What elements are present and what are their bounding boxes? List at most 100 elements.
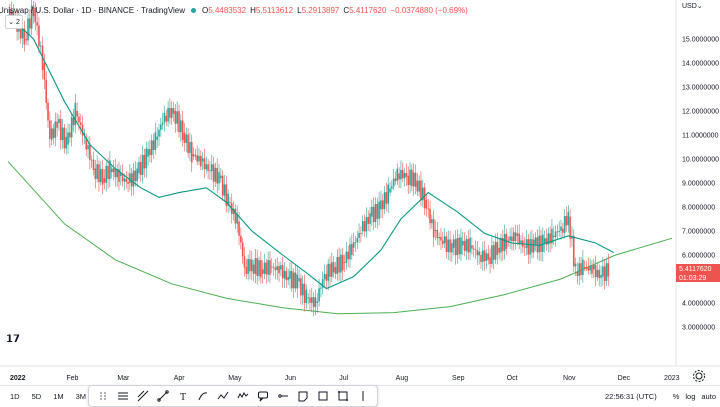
candle-body: [114, 168, 117, 178]
cursor-icon[interactable]: [355, 388, 371, 404]
candle-body: [511, 236, 513, 242]
candle-body: [59, 119, 62, 141]
candle-body: [254, 258, 257, 274]
indicator-count: 2: [15, 18, 20, 26]
candle-body: [85, 137, 88, 150]
candle-body: [452, 239, 455, 248]
candle-body: [540, 235, 542, 252]
tradingview-logo[interactable]: 𝟭𝟳: [6, 334, 20, 345]
candle-body: [309, 297, 311, 303]
rectangle-icon[interactable]: [315, 388, 331, 404]
candle-body: [43, 63, 46, 80]
candle-body: [311, 297, 313, 303]
note-icon[interactable]: [295, 388, 311, 404]
interval-3m[interactable]: 3M: [75, 391, 87, 401]
utc-clock[interactable]: 22:56:31 (UTC): [605, 391, 657, 401]
candle-body: [518, 233, 520, 245]
candle-body: [411, 169, 413, 187]
auto-toggle[interactable]: auto: [701, 391, 716, 401]
candle-body: [236, 214, 239, 224]
candle-body: [358, 232, 360, 238]
candle-body: [127, 181, 129, 184]
drawing-toolbar: T: [88, 385, 378, 407]
trend-line-icon[interactable]: [155, 388, 171, 404]
candle-body: [130, 173, 133, 187]
candle-body: [467, 239, 470, 253]
candle-body: [460, 237, 462, 255]
text-tool-icon[interactable]: T: [175, 388, 191, 404]
candle-body: [554, 231, 557, 237]
candle-body: [542, 234, 544, 252]
currency-selector[interactable]: USD⌄: [682, 2, 703, 10]
candle-body: [145, 148, 148, 169]
percent-toggle[interactable]: %: [672, 391, 680, 401]
candle-body: [260, 260, 262, 278]
horizontal-lines-icon[interactable]: [115, 388, 131, 404]
ma-line[interactable]: [7, 14, 615, 290]
candle-body: [336, 256, 339, 274]
pattern-icon[interactable]: [235, 388, 251, 404]
time-tick-label: May: [228, 375, 242, 382]
candle-body: [472, 248, 475, 250]
candle-body: [323, 273, 326, 280]
price-tick-label: 3.0000000: [682, 325, 715, 332]
price-axis: 15.0000000 14.0000000 13.0000000 12.0000000…: [682, 37, 719, 332]
interval-1d[interactable]: 1D: [10, 391, 20, 401]
candle-body: [74, 103, 77, 126]
candle-body: [116, 169, 118, 178]
pitchfork-icon[interactable]: [135, 388, 151, 404]
brush-icon[interactable]: [195, 388, 211, 404]
candle-body: [318, 288, 320, 302]
interval-5d[interactable]: 5D: [31, 391, 42, 401]
candle-body: [247, 259, 249, 274]
square-icon[interactable]: [335, 388, 351, 404]
candle-body: [132, 170, 135, 187]
candle-body: [438, 237, 440, 239]
candle-body: [281, 265, 284, 279]
candle-body: [558, 230, 561, 232]
arc-line[interactable]: [7, 161, 673, 315]
candle-body: [603, 266, 606, 282]
candle-body: [372, 206, 375, 223]
callout-icon[interactable]: [255, 388, 271, 404]
interval-1m[interactable]: 1M: [53, 391, 64, 401]
candle-body: [347, 251, 349, 260]
candle-body: [512, 232, 515, 242]
candle-body: [420, 180, 422, 201]
candle-body: [414, 172, 417, 187]
low-value: 5.2913897: [301, 5, 340, 15]
price-tick-label: 8.0000000: [682, 205, 715, 212]
candle-body: [474, 249, 477, 251]
candle-body: [280, 265, 282, 270]
curve-drawing: [7, 161, 673, 315]
candle-body: [549, 233, 551, 244]
candle-body: [63, 127, 66, 149]
candle-body: [356, 237, 359, 243]
candle-body: [341, 254, 344, 271]
legend-collapse-button[interactable]: ⌄ 2: [5, 15, 23, 29]
candle-body: [258, 260, 260, 276]
horizontal-ray-icon[interactable]: [275, 388, 291, 404]
candle-body: [250, 259, 253, 272]
price-tick-label: 12.0000000: [682, 109, 719, 116]
candle-body: [181, 120, 184, 140]
candle-body: [45, 79, 48, 103]
symbol-title[interactable]: Uniswap / U.S. Dollar · 1D · BINANCE · T…: [0, 5, 186, 15]
candle-body: [583, 267, 586, 268]
log-toggle[interactable]: log: [685, 391, 696, 401]
candle-body: [325, 274, 328, 281]
drag-handle-icon[interactable]: [95, 388, 111, 404]
candle-body: [418, 180, 420, 192]
time-tick-label: Aug: [396, 375, 409, 382]
candle-body: [29, 18, 31, 29]
path-icon[interactable]: [215, 388, 231, 404]
time-axis: 2022 Feb Mar Apr May Jun Jul Aug Sep Oct Nov Dec 202…: [10, 375, 680, 382]
candle-body: [187, 134, 189, 153]
settings-gear-icon[interactable]: [692, 369, 706, 383]
candle-body: [480, 255, 482, 262]
candle-body: [238, 221, 240, 236]
candle-body: [300, 278, 302, 296]
candle-body: [421, 187, 424, 201]
candle-body: [274, 267, 277, 271]
